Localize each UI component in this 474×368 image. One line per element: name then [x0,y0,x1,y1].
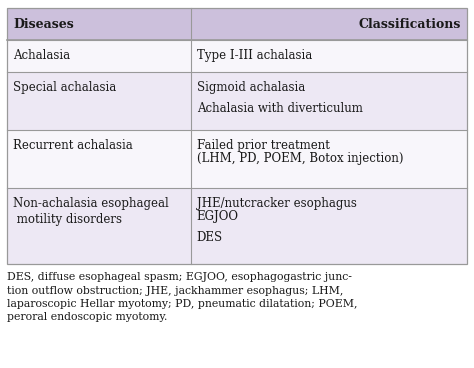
Text: Special achalasia: Special achalasia [13,81,117,94]
Text: tion outflow obstruction; JHE, jackhammer esophagus; LHM,: tion outflow obstruction; JHE, jackhamme… [7,286,344,296]
Text: Failed prior treatment: Failed prior treatment [197,139,330,152]
Text: EGJOO: EGJOO [197,210,239,223]
Text: (LHM, PD, POEM, Botox injection): (LHM, PD, POEM, Botox injection) [197,152,403,165]
Text: Sigmoid achalasia: Sigmoid achalasia [197,81,305,94]
Bar [7,8,467,264]
Text: DES: DES [197,231,223,244]
Text: Diseases: Diseases [13,18,74,31]
Text: Non-achalasia esophageal
 motility disorders: Non-achalasia esophageal motility disord… [13,197,169,226]
Text: Classifications: Classifications [358,18,461,31]
Bar [7,40,467,72]
Bar [7,72,467,130]
Text: Achalasia: Achalasia [13,49,71,62]
Text: DES, diffuse esophageal spasm; EGJOO, esophagogastric junc-: DES, diffuse esophageal spasm; EGJOO, es… [7,272,352,282]
Text: laparoscopic Hellar myotomy; PD, pneumatic dilatation; POEM,: laparoscopic Hellar myotomy; PD, pneumat… [7,299,358,309]
Text: JHE/nutcracker esophagus: JHE/nutcracker esophagus [197,197,357,210]
Text: Recurrent achalasia: Recurrent achalasia [13,139,133,152]
Bar [7,130,467,188]
Bar [7,188,467,264]
Text: Type I-III achalasia: Type I-III achalasia [197,49,312,62]
Text: peroral endoscopic myotomy.: peroral endoscopic myotomy. [7,312,168,322]
Bar [7,8,467,40]
Text: Achalasia with diverticulum: Achalasia with diverticulum [197,102,363,115]
